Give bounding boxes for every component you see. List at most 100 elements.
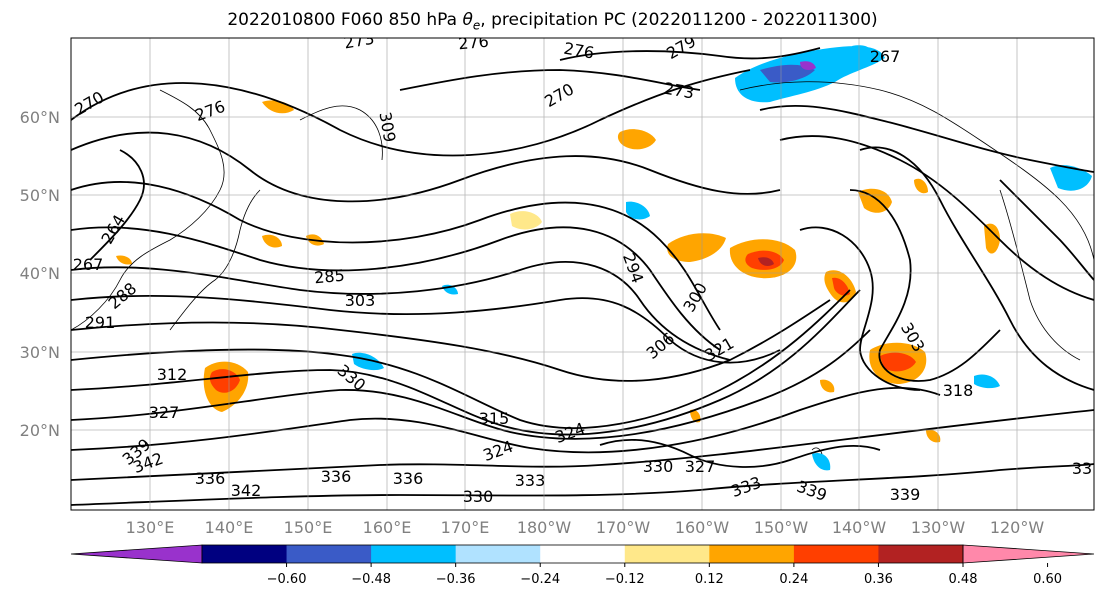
coastline-kamchatka [299, 105, 383, 161]
colorbar-tick-label: −0.12 [605, 572, 645, 587]
contour-label: 312 [157, 365, 188, 384]
contour-label: 330 [463, 487, 494, 506]
lon-label: 130°E [126, 518, 175, 537]
map-title: 2022010800 F060 850 hPa θe, precipitatio… [0, 10, 1105, 32]
contour-label: 342 [231, 481, 262, 500]
precip-blob [209, 369, 240, 393]
colorbar-swatch [878, 545, 964, 563]
longitude-labels: 130°E 140°E 150°E 160°E 170°E 180°W 170°… [126, 518, 1045, 537]
colorbar-swatch [793, 545, 879, 563]
title-theta: θ [462, 10, 473, 30]
contour-label: 267 [870, 47, 901, 66]
colorbar-swatch [624, 545, 710, 563]
contour-line [89, 149, 145, 261]
contour-label: 336 [195, 469, 226, 488]
colorbar-extend-min [70, 544, 203, 564]
contour-line [71, 131, 781, 203]
contour-line [71, 261, 731, 361]
precip-blob [116, 255, 132, 265]
colorbar-swatch [540, 545, 626, 563]
contour-line [399, 69, 701, 91]
plot-frame [70, 37, 1095, 511]
colorbar-tick-label: −0.48 [351, 572, 391, 587]
precip-blob [914, 178, 928, 194]
contour-line [71, 289, 851, 429]
contour-label: 327 [149, 403, 180, 422]
precip-blob [812, 452, 831, 471]
precip-blob [626, 201, 650, 220]
precip-blob [926, 429, 941, 443]
contour-line [779, 135, 1094, 301]
lat-label: 40°N [20, 264, 60, 283]
title-suffix: , precipitation PC (2022011200 - 2022011… [480, 10, 878, 30]
contour-label: 291 [85, 313, 116, 332]
precip-blob [760, 64, 815, 83]
lat-label: 50°N [20, 186, 60, 205]
precip-blob [820, 379, 835, 393]
coastline-na-west [999, 189, 1081, 361]
contour-line [71, 386, 941, 454]
lon-label: 150°W [754, 518, 809, 537]
gridlines [71, 38, 1094, 510]
lon-label: 170°E [441, 518, 490, 537]
precip-blob [880, 352, 916, 372]
lon-label: 180°W [517, 518, 572, 537]
contour-line [71, 226, 721, 351]
coastline-alaska [739, 81, 1094, 261]
precip-blob [800, 61, 816, 70]
precip-blob [852, 45, 872, 58]
contour-label: 339 [890, 485, 921, 504]
colorbar-swatch [371, 545, 457, 563]
precip-blob [690, 409, 701, 423]
latitude-labels: 60°N 50°N 40°N 30°N 20°N [20, 108, 60, 440]
contour-line [999, 179, 1094, 281]
colorbar-swatch [286, 545, 372, 563]
lon-label: 170°W [596, 518, 651, 537]
lon-label: 130°W [911, 518, 966, 537]
precip-shading [116, 45, 1092, 471]
colorbar-tick-label: 0.24 [779, 572, 808, 587]
precip-blob [667, 233, 726, 262]
lon-label: 160°W [675, 518, 730, 537]
precip-blob [758, 257, 774, 266]
contour-line [599, 438, 881, 468]
contour-label: 336 [321, 467, 352, 486]
precip-blob [974, 374, 1000, 389]
colorbar-tick-label: −0.36 [436, 572, 476, 587]
colorbar-tick-label: −0.24 [520, 572, 560, 587]
precip-blob [984, 223, 1000, 254]
contour-label: 333 [515, 471, 546, 490]
colorbar-swatch [202, 545, 288, 563]
contour-label: 336 [393, 469, 424, 488]
lat-label: 30°N [20, 343, 60, 362]
contour-label: 285 [313, 266, 345, 288]
contour-line [71, 69, 751, 157]
precip-blob [735, 46, 885, 103]
contour-label: 330 [643, 457, 674, 476]
contour-line [71, 463, 1094, 506]
contour-line [71, 299, 831, 382]
lon-label: 140°W [832, 518, 887, 537]
contour-label: 315 [479, 409, 510, 428]
lon-label: 160°E [363, 518, 412, 537]
lon-label: 120°W [990, 518, 1045, 537]
precip-blob [352, 352, 384, 371]
precip-blob [1050, 165, 1092, 191]
contour-label: 267 [73, 255, 104, 274]
contour-line [71, 329, 871, 440]
colorbar-swatch [455, 545, 541, 563]
contour-line [859, 146, 1094, 391]
lon-label: 150°E [284, 518, 333, 537]
colorbar-extend-max [962, 544, 1095, 564]
coastline-asia [71, 89, 225, 331]
precip-blob [510, 211, 542, 230]
title-theta-subscript: e [472, 18, 481, 33]
contour-label: 276 [457, 32, 489, 54]
contour-label: 318 [943, 381, 974, 400]
contour-label: 33 [1072, 459, 1092, 478]
precip-blob [832, 277, 850, 296]
contour-line [71, 409, 1094, 481]
colorbar-frame [201, 544, 964, 564]
colorbar-tick-label: 0.60 [1033, 572, 1062, 587]
